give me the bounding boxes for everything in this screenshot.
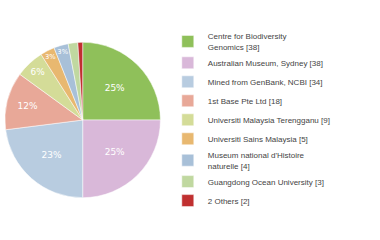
svg-text:6%: 6%	[31, 67, 46, 77]
svg-text:Museum national d'Histoirenatu: Museum national d'Histoirenaturelle [4]	[208, 151, 305, 170]
svg-text:Guangdong Ocean University [3]: Guangdong Ocean University [3]	[208, 178, 324, 187]
svg-text:3%: 3%	[57, 48, 68, 56]
svg-text:3%: 3%	[45, 53, 56, 61]
svg-text:Australian Museum, Sydney [38]: Australian Museum, Sydney [38]	[208, 59, 323, 68]
svg-text:25%: 25%	[105, 147, 125, 157]
svg-text:Universiti Malaysia Terengganu: Universiti Malaysia Terengganu [9]	[208, 116, 330, 125]
svg-text:12%: 12%	[17, 101, 37, 111]
svg-text:25%: 25%	[105, 83, 125, 93]
svg-text:2 Others [2]: 2 Others [2]	[208, 197, 250, 206]
svg-text:1st Base Pte Ltd [18]: 1st Base Pte Ltd [18]	[208, 97, 282, 106]
svg-text:Centre for BiodiversityGenomic: Centre for BiodiversityGenomics [38]	[208, 32, 287, 51]
svg-text:Mined from GenBank, NCBI [34]: Mined from GenBank, NCBI [34]	[208, 78, 323, 87]
svg-text:23%: 23%	[42, 150, 62, 160]
svg-text:Universiti Sains Malaysia [5]: Universiti Sains Malaysia [5]	[208, 135, 308, 144]
